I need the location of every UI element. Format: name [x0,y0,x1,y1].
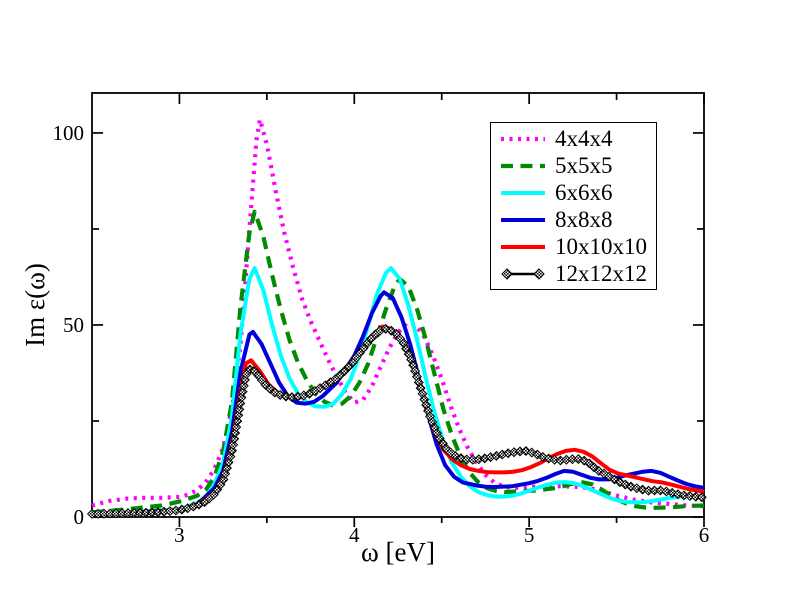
series-marker-12x12x12 [228,439,239,450]
legend-sample-line [501,244,545,249]
series-marker-12x12x12 [604,471,615,482]
series-marker-12x12x12 [573,454,584,465]
legend-sample-line [501,163,545,168]
series-marker-12x12x12 [265,383,276,394]
series-marker-12x12x12 [239,374,250,385]
legend-sample-line [501,136,545,141]
legend-item: 10x10x10 [498,234,656,260]
x-tick-label: 4 [349,523,360,547]
series-marker-12x12x12 [690,491,701,502]
legend-sample-line [501,190,545,195]
series-marker-12x12x12 [237,386,248,397]
series-marker-12x12x12 [238,380,249,391]
series-line-10x10x10 [91,324,705,517]
x-tick-label: 5 [524,523,535,547]
legend-item: 8x8x8 [498,207,656,233]
legend-sample-marker [533,267,545,280]
series-marker-12x12x12 [235,398,246,409]
series-marker-12x12x12 [684,491,695,502]
legend-label: 8x8x8 [555,207,613,232]
series-line-6x6x6 [91,266,705,516]
x-tick-label: 6 [699,523,710,547]
x-tick-label: 3 [174,523,185,547]
series-marker-12x12x12 [445,447,456,458]
series-line-12x12x12 [91,327,705,516]
legend-sample-marker [501,267,513,280]
series-marker-12x12x12 [229,433,240,444]
legend-label: 4x4x4 [555,126,613,151]
series-marker-12x12x12 [655,485,666,496]
legend-label: 10x10x10 [555,234,647,259]
series-marker-12x12x12 [584,458,595,469]
series-marker-12x12x12 [233,410,244,421]
series-marker-12x12x12 [579,455,590,466]
series-marker-12x12x12 [614,477,625,488]
series-marker-12x12x12 [593,465,604,476]
y-tick-label: 0 [74,505,85,529]
series-marker-12x12x12 [549,454,560,465]
x-axis-label: ω [eV] [361,537,435,567]
series-marker-12x12x12 [637,484,648,495]
series-marker-12x12x12 [456,453,467,464]
series-marker-12x12x12 [232,416,243,427]
y-axis-label: Im ε(ω) [20,263,50,347]
legend-item: 5x5x5 [498,153,656,179]
series-marker-12x12x12 [667,487,678,498]
series-marker-12x12x12 [234,404,245,415]
series-marker-12x12x12 [450,451,461,462]
legend-label: 12x12x12 [555,261,647,286]
series-marker-12x12x12 [280,391,291,402]
series-marker-12x12x12 [678,490,689,501]
legend-sample-line [501,217,545,222]
legend-sample-line [501,267,545,280]
legend-label: 5x5x5 [555,153,613,178]
legend: 4x4x4 5x5x5 6x6x6 8x8x8 10x10x10 12x12x1… [490,122,657,290]
series-marker-12x12x12 [696,492,707,503]
y-tick-label: 100 [53,121,85,145]
legend-item: 12x12x12 [498,261,656,287]
y-tick-label: 50 [63,313,84,337]
series-marker-12x12x12 [236,392,247,403]
plot-frame [91,92,705,518]
legend-item: 4x4x4 [498,126,656,152]
legend-item: 6x6x6 [498,180,656,206]
legend-label: 6x6x6 [555,180,613,205]
series-marker-12x12x12 [227,445,238,456]
